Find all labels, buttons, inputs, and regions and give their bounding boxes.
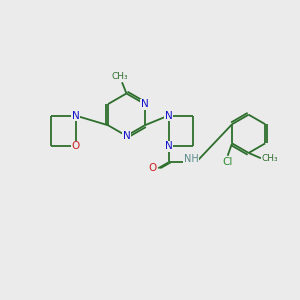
Text: CH₃: CH₃ (111, 73, 128, 82)
Text: N: N (165, 141, 172, 151)
Text: O: O (71, 141, 80, 151)
Text: N: N (165, 110, 172, 121)
Text: N: N (141, 99, 149, 109)
Text: N: N (123, 131, 130, 141)
Text: O: O (148, 163, 157, 173)
Text: Cl: Cl (223, 157, 233, 166)
Text: N: N (72, 110, 80, 121)
Text: NH: NH (184, 154, 199, 164)
Text: CH₃: CH₃ (262, 154, 278, 163)
